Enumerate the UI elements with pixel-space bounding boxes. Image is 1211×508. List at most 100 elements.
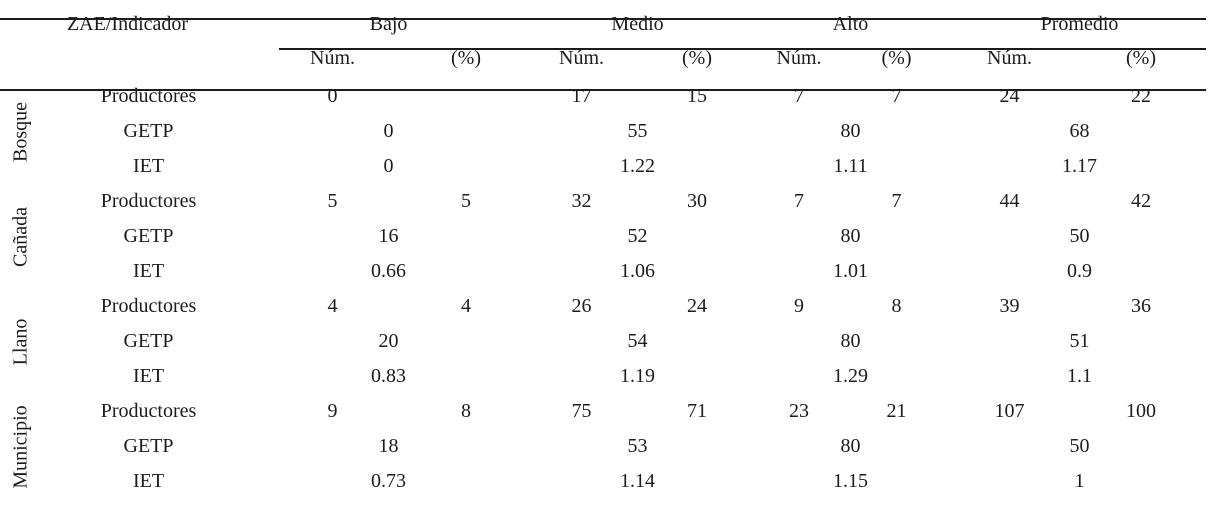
indicators-table: ZAE/Indicador Bajo Medio Alto Promedio N… (0, 10, 1211, 499)
value-cell: 80 (840, 330, 861, 352)
row-canada-iet: IET 0.66 1.06 1.01 0.9 (0, 254, 1211, 289)
zone-label-text: Municipio (9, 404, 32, 489)
indicator-cell: IET (132, 155, 165, 177)
value-cell: 0 (383, 120, 394, 142)
value-cell: 4 (327, 295, 338, 317)
indicator-cell: IET (132, 470, 165, 492)
value-cell: 1.29 (833, 365, 869, 387)
row-bosque-iet: IET 0 1.22 1.11 1.17 (0, 149, 1211, 184)
value-cell: 5 (461, 190, 472, 212)
group-header-promedio: Promedio (1040, 12, 1119, 35)
subheader-pct-bajo: (%) (451, 47, 481, 69)
group-header-medio: Medio (611, 12, 664, 35)
row-llano-getp: GETP 20 54 80 51 (0, 324, 1211, 359)
group-header-bajo: Bajo (369, 12, 408, 35)
value-cell: 42 (1131, 190, 1152, 212)
zone-label-text: Bosque (9, 101, 32, 162)
value-cell: 1.1 (1067, 365, 1093, 387)
top-rule (0, 18, 1206, 20)
indicator-cell: GETP (123, 120, 174, 142)
value-cell: 36 (1131, 295, 1152, 317)
value-cell: 0.73 (371, 470, 407, 492)
value-cell: 1.06 (620, 260, 656, 282)
value-cell: 80 (840, 120, 861, 142)
value-cell: 5 (327, 190, 338, 212)
value-cell: 0.9 (1067, 260, 1093, 282)
subheader-num-bajo: Núm. (310, 47, 356, 69)
indicator-cell: Productores (100, 400, 197, 422)
value-cell: 7 (891, 190, 902, 212)
value-cell: 21 (886, 400, 907, 422)
value-cell: 18 (378, 435, 399, 457)
row-llano-productores: Llano Productores 4 4 26 24 9 8 39 36 (0, 289, 1211, 365)
row-municipio-getp: GETP 18 53 80 50 (0, 429, 1211, 464)
row-municipio-productores: Municipio Productores 9 8 75 71 23 21 10… (0, 394, 1211, 488)
zone-label-llano: Llano (0, 289, 42, 394)
subheader-pct-promedio: (%) (1126, 47, 1156, 69)
value-cell: 26 (571, 295, 592, 317)
value-cell: 71 (687, 400, 708, 422)
value-cell: 53 (627, 435, 648, 457)
subheader-num-alto: Núm. (776, 47, 822, 69)
zone-label-municipio: Municipio (0, 394, 42, 499)
indicator-cell: Productores (100, 190, 197, 212)
value-cell: 55 (627, 120, 648, 142)
value-cell: 17 (571, 85, 592, 107)
subheader-pct-alto: (%) (881, 47, 912, 69)
indicator-cell: IET (132, 365, 165, 387)
value-cell: 0 (327, 85, 338, 107)
row-llano-iet: IET 0.83 1.19 1.29 1.1 (0, 359, 1211, 394)
row-bosque-productores: Bosque Productores 0 17 15 7 7 24 22 (0, 79, 1211, 162)
value-cell: 24 (999, 85, 1020, 107)
zone-label-text: Llano (9, 318, 32, 365)
value-cell: 1.15 (833, 470, 869, 492)
value-cell: 75 (571, 400, 592, 422)
group-underline-rule (279, 48, 1206, 50)
value-cell: 80 (840, 225, 861, 247)
value-cell: 51 (1069, 330, 1090, 352)
value-cell: 23 (789, 400, 810, 422)
row-bosque-getp: GETP 0 55 80 68 (0, 114, 1211, 149)
value-cell: 1.01 (833, 260, 869, 282)
subheader-empty (0, 38, 255, 79)
value-cell: 52 (627, 225, 648, 247)
value-cell: 80 (840, 435, 861, 457)
value-cell: 100 (1126, 400, 1157, 422)
value-cell: 1.11 (833, 155, 868, 177)
value-cell: 9 (794, 295, 805, 317)
zone-label-text: Cañada (9, 206, 32, 267)
value-cell: 1.22 (620, 155, 656, 177)
value-cell: 1.14 (620, 470, 656, 492)
zone-label-bosque: Bosque (0, 79, 42, 184)
value-cell: 7 (794, 85, 805, 107)
value-cell: 0 (383, 155, 394, 177)
value-cell: 15 (687, 85, 708, 107)
value-cell: 44 (999, 190, 1020, 212)
subheader-pct-medio: (%) (682, 47, 712, 69)
value-cell: 20 (378, 330, 399, 352)
value-cell: 0.83 (371, 365, 407, 387)
value-cell: 16 (378, 225, 399, 247)
value-cell: 1.17 (1062, 155, 1098, 177)
indicator-cell: GETP (123, 435, 174, 457)
value-cell (410, 79, 522, 114)
subheader-num-medio: Núm. (559, 47, 605, 69)
indicator-cell: GETP (123, 225, 174, 247)
zone-label-canada: Cañada (0, 184, 42, 289)
value-cell: 54 (627, 330, 648, 352)
value-cell: 22 (1131, 85, 1152, 107)
indicator-cell: Productores (100, 85, 197, 107)
value-cell: 24 (687, 295, 708, 317)
group-header-alto: Alto (832, 12, 869, 35)
row-canada-productores: Cañada Productores 5 5 32 30 7 7 44 42 (0, 184, 1211, 266)
value-cell: 0.66 (371, 260, 407, 282)
value-cell: 7 (794, 190, 805, 212)
value-cell: 8 (461, 400, 472, 422)
group-header-row: ZAE/Indicador Bajo Medio Alto Promedio (0, 10, 1211, 38)
subheader-num-promedio: Núm. (987, 47, 1033, 69)
row-canada-getp: GETP 16 52 80 50 (0, 219, 1211, 254)
value-cell: 8 (891, 295, 902, 317)
value-cell: 107 (994, 400, 1025, 422)
value-cell: 30 (687, 190, 708, 212)
indicator-cell: Productores (100, 295, 197, 317)
